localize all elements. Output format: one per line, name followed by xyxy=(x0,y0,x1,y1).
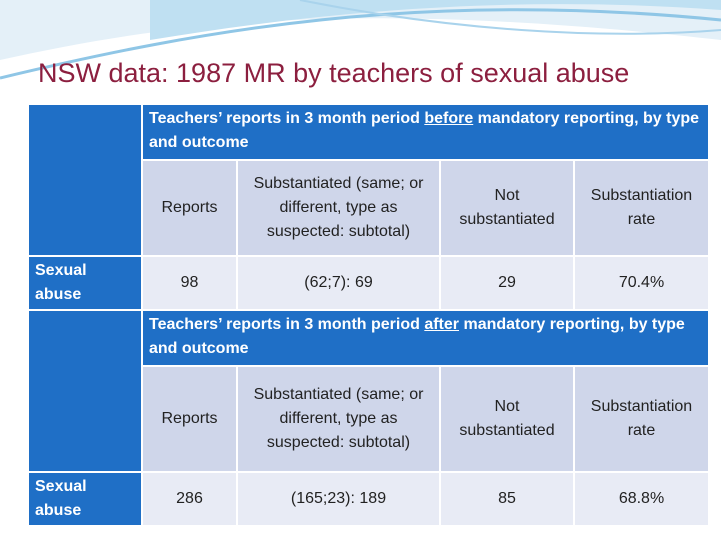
row-label: Sexual abuse xyxy=(27,471,143,527)
corner-cell xyxy=(27,309,143,473)
corner-cell xyxy=(27,103,143,257)
column-header: Substantiated (same; or different, type … xyxy=(236,365,441,473)
data-row: Sexual abuse 98 (62;7): 69 29 70.4% xyxy=(27,255,710,311)
header-text: mandatory reporting, by type and outcome xyxy=(149,110,700,151)
data-cell: 29 xyxy=(439,255,575,311)
data-cell: 70.4% xyxy=(573,255,710,311)
column-header-row: Reports Substantiated (same; or different… xyxy=(28,159,710,257)
header-text: Teachers’ reports in 3 month period xyxy=(149,316,425,333)
column-header: Substantiation rate xyxy=(573,159,710,257)
column-header: Substantiation rate xyxy=(573,365,710,473)
column-header: Not substantiated xyxy=(439,159,575,257)
column-header: Reports xyxy=(141,365,238,473)
slide-title: NSW data: 1987 MR by teachers of sexual … xyxy=(38,58,630,88)
header-emphasis: after xyxy=(424,316,460,333)
table-body: Teachers’ reports in 3 month period befo… xyxy=(27,103,710,527)
header-text: Teachers’ reports in 3 month period xyxy=(149,110,425,127)
data-cell: 98 xyxy=(141,255,238,311)
data-row: Sexual abuse 286 (165;23): 189 85 68.8% xyxy=(27,471,710,527)
data-cell: 68.8% xyxy=(573,471,710,527)
data-table: Teachers’ reports in 3 month period befo… xyxy=(27,103,710,527)
header-emphasis: before xyxy=(424,110,474,127)
column-header-row: Reports Substantiated (same; or different… xyxy=(28,365,710,473)
column-header: Reports xyxy=(141,159,238,257)
data-cell: (62;7): 69 xyxy=(236,255,441,311)
header-row: Teachers’ reports in 3 month period afte… xyxy=(27,309,710,473)
row-label: Sexual abuse xyxy=(27,255,143,311)
data-cell: (165;23): 189 xyxy=(236,471,441,527)
background-swoosh xyxy=(0,0,721,80)
column-header: Substantiated (same; or different, type … xyxy=(236,159,441,257)
header-text: mandatory reporting, by type and outcome xyxy=(149,316,685,357)
data-cell: 85 xyxy=(439,471,575,527)
section-header: Teachers’ reports in 3 month period befo… xyxy=(141,103,710,161)
column-header: Not substantiated xyxy=(439,365,575,473)
header-row: Teachers’ reports in 3 month period befo… xyxy=(27,103,710,257)
section-header: Teachers’ reports in 3 month period afte… xyxy=(141,309,710,367)
data-cell: 286 xyxy=(141,471,238,527)
